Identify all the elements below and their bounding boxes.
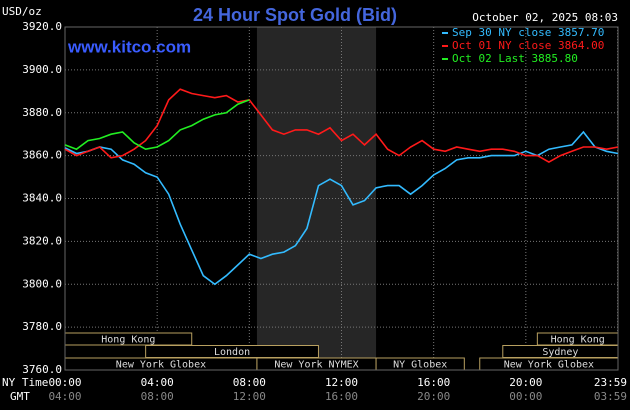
chart-title: 24 Hour Spot Gold (Bid) (193, 5, 397, 25)
series-line (64, 130, 619, 286)
y-tick-label: 3780.0 (22, 320, 62, 333)
x-tick-label: 00:00 (48, 376, 81, 389)
y-tick-label: 3880.0 (22, 106, 62, 119)
legend-label: Oct 02 Last 3885.80 (452, 52, 578, 65)
x-tick-label: 16:00 (417, 376, 450, 389)
x2-tick-label: 12:00 (233, 390, 266, 403)
session-label: London (214, 347, 250, 358)
plot-frame (64, 26, 619, 371)
site-url: www.kitco.com (67, 37, 191, 56)
session-label: Hong Kong (101, 335, 155, 346)
session-label: NY Globex (393, 360, 447, 371)
y-tick-label: 3820.0 (22, 234, 62, 247)
x2-tick-label: 04:00 (48, 390, 81, 403)
x2-tick-label: 20:00 (417, 390, 450, 403)
session-label: New York Globex (116, 360, 206, 371)
legend-label: Sep 30 NY close 3857.70 (452, 26, 604, 39)
plot-layer (64, 26, 619, 371)
session-label: New York Globex (504, 360, 594, 371)
y-tick-label: 3840.0 (22, 192, 62, 205)
y-tick-label: 3760.0 (22, 363, 62, 376)
x-tick-label: 23:59 (594, 376, 627, 389)
series-line (64, 88, 619, 164)
x2-tick-label: 03:59 (594, 390, 627, 403)
session-label: Hong Kong (551, 335, 605, 346)
legend-label: Oct 01 NY close 3864.00 (452, 39, 604, 52)
y-tick-label: 3860.0 (22, 149, 62, 162)
x-tick-label: 20:00 (509, 376, 542, 389)
timestamp: October 02, 2025 08:03 (472, 11, 618, 24)
x-row-label: NY Time (2, 376, 48, 389)
session-shade (256, 27, 377, 370)
x-tick-label: 04:00 (141, 376, 174, 389)
session-label: Sydney (542, 347, 578, 358)
series-line (64, 99, 250, 151)
x2-tick-label: 08:00 (141, 390, 174, 403)
x2-row-label: GMT (10, 390, 30, 403)
x-tick-label: 12:00 (325, 376, 358, 389)
y-axis-label: USD/oz (2, 5, 42, 18)
x2-tick-label: 16:00 (325, 390, 358, 403)
x-tick-label: 08:00 (233, 376, 266, 389)
session-label: New York NYMEX (274, 360, 358, 371)
x2-tick-label: 00:00 (509, 390, 542, 403)
y-tick-label: 3900.0 (22, 63, 62, 76)
y-tick-label: 3800.0 (22, 277, 62, 290)
y-tick-label: 3920.0 (22, 20, 62, 33)
